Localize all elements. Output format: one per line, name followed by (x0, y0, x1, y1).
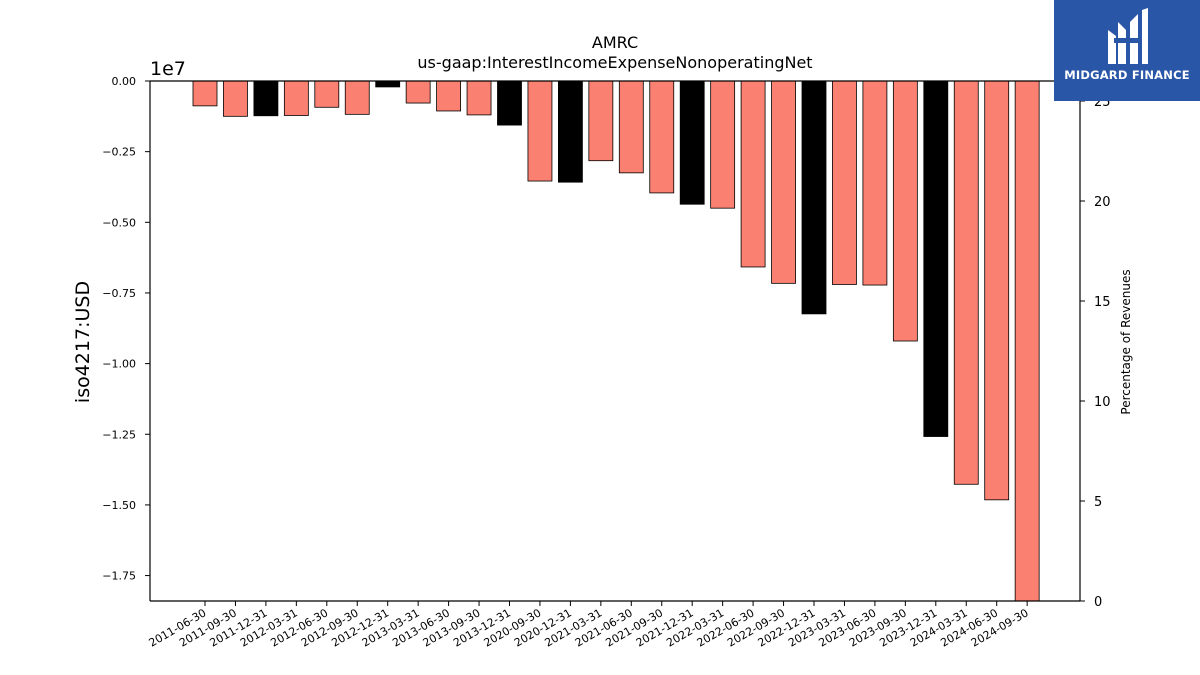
bar (771, 80, 796, 284)
y2-tick-label: 10 (1094, 395, 1111, 410)
bar (253, 80, 279, 117)
bar (801, 80, 827, 315)
bar (223, 80, 248, 117)
bar (527, 80, 553, 182)
y-tick-label: 0.00 (112, 75, 137, 88)
bar (862, 80, 888, 286)
bar (466, 80, 492, 116)
bar (1014, 80, 1040, 602)
bar (588, 80, 614, 162)
y2-tick-label: 20 (1094, 195, 1111, 210)
bar (953, 80, 979, 485)
bars-group (192, 80, 1040, 602)
bar (832, 80, 857, 285)
bar (314, 80, 340, 108)
bar (740, 80, 766, 268)
bar (405, 80, 431, 104)
y-tick-label: −0.25 (102, 146, 136, 159)
bar (984, 80, 1010, 501)
y-tick-label: −0.50 (102, 216, 136, 229)
y2-tick-label: 15 (1094, 295, 1111, 310)
bar (923, 80, 949, 437)
y-axis-offset-label: 1e7 (150, 58, 186, 80)
midgard-finance-logo: MIDGARD FINANCE (1054, 0, 1200, 101)
y-tick-label: −1.00 (102, 358, 136, 371)
bar (649, 80, 675, 194)
logo-mark-icon (1108, 8, 1148, 64)
bar (375, 80, 401, 88)
y2-tick-label: 0 (1094, 595, 1102, 610)
bar (283, 80, 309, 116)
y-axis-label: iso4217:USD (72, 281, 94, 403)
logo-text: MIDGARD FINANCE (1064, 68, 1190, 82)
bar (618, 80, 644, 174)
chart-subtitle: us-gaap:InterestIncomeExpenseNonoperatin… (417, 53, 812, 72)
bar (497, 80, 522, 126)
y-tick-label: −1.25 (102, 428, 136, 441)
chart-title: AMRC (592, 33, 638, 52)
bar (892, 80, 918, 342)
bar (436, 80, 462, 112)
bar (558, 80, 583, 183)
bar (679, 80, 705, 205)
y-tick-label: −1.50 (102, 499, 136, 512)
bar (710, 80, 736, 209)
y-tick-label: −0.75 (102, 287, 136, 300)
y-tick-label: −1.75 (102, 570, 136, 583)
bar (192, 80, 218, 107)
y2-tick-label: 5 (1094, 495, 1102, 510)
bar (344, 80, 370, 115)
y2-axis-label: Percentage of Revenues (1119, 269, 1133, 414)
